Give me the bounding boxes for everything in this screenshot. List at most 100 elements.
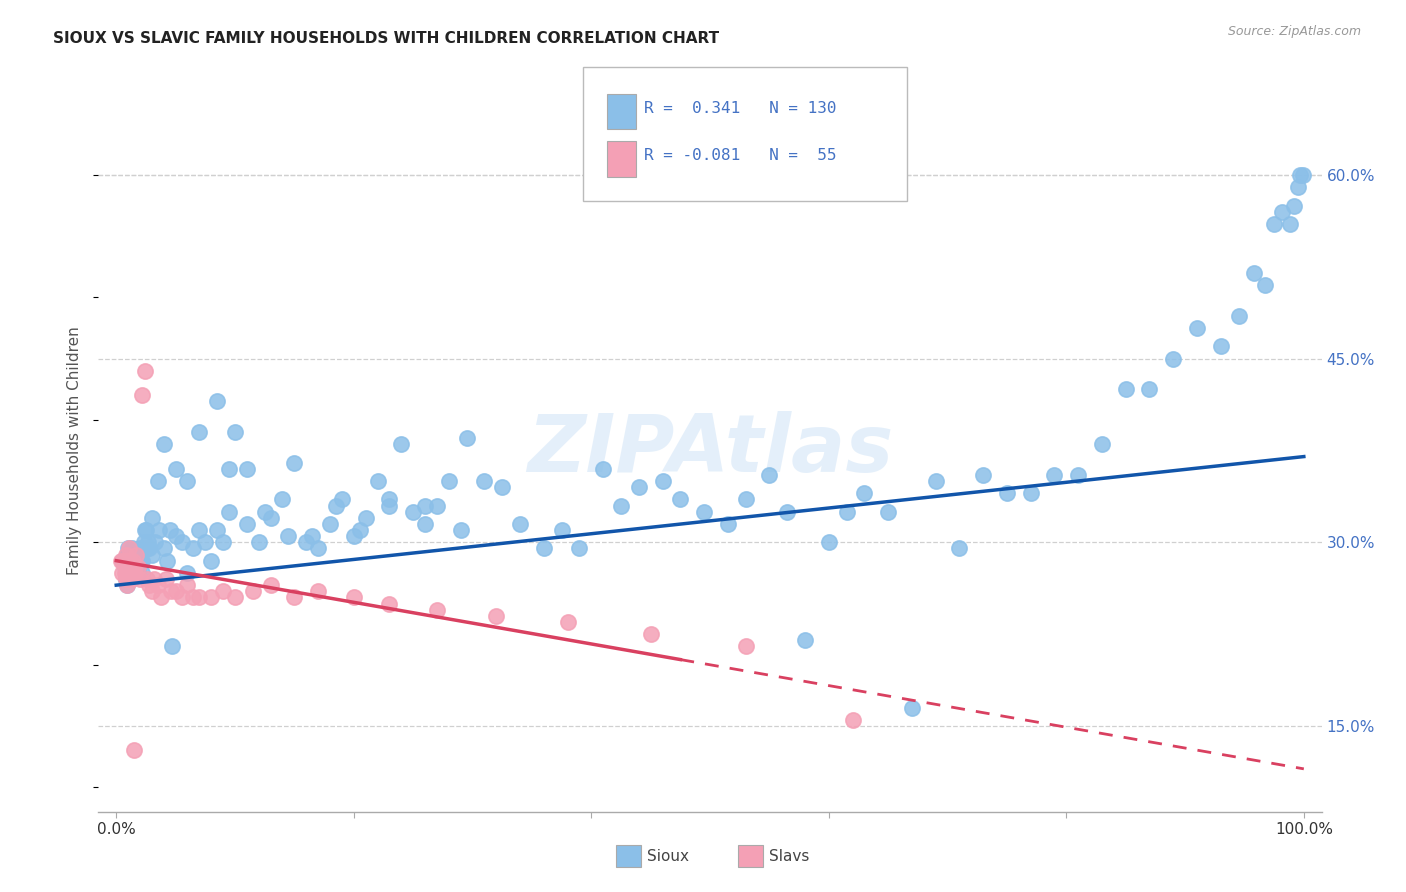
Point bbox=[165, 462, 187, 476]
Point bbox=[188, 523, 211, 537]
Point bbox=[1289, 168, 1312, 182]
Point bbox=[176, 474, 198, 488]
Point bbox=[1278, 217, 1301, 231]
Point bbox=[1271, 204, 1294, 219]
Point bbox=[1291, 168, 1313, 182]
Point bbox=[450, 523, 472, 537]
Point bbox=[121, 559, 143, 574]
Point bbox=[129, 541, 152, 556]
Point bbox=[835, 505, 858, 519]
Point bbox=[817, 535, 839, 549]
Point bbox=[640, 627, 662, 641]
Point bbox=[1286, 180, 1309, 194]
Point bbox=[627, 480, 650, 494]
Point bbox=[165, 584, 187, 599]
Point bbox=[146, 474, 169, 488]
Point bbox=[1139, 382, 1161, 396]
Point bbox=[437, 474, 460, 488]
Point bbox=[212, 584, 235, 599]
Point bbox=[794, 633, 817, 648]
Point bbox=[122, 743, 145, 757]
Point bbox=[734, 492, 756, 507]
Point bbox=[1253, 278, 1275, 293]
Point bbox=[924, 474, 946, 488]
Point bbox=[122, 559, 145, 574]
Point bbox=[176, 578, 198, 592]
Point bbox=[136, 541, 159, 556]
Point bbox=[110, 554, 132, 568]
Point bbox=[112, 554, 135, 568]
Point bbox=[134, 523, 156, 537]
Point bbox=[156, 554, 179, 568]
Point bbox=[124, 559, 146, 574]
Point bbox=[485, 608, 508, 623]
Point bbox=[120, 554, 142, 568]
Point bbox=[120, 559, 142, 574]
Point bbox=[141, 548, 163, 562]
Point bbox=[136, 535, 159, 549]
Point bbox=[877, 505, 900, 519]
Point bbox=[145, 535, 167, 549]
Point bbox=[121, 566, 143, 580]
Point bbox=[121, 572, 143, 586]
Point bbox=[1227, 309, 1250, 323]
Point bbox=[148, 523, 170, 537]
Text: ZIPAtlas: ZIPAtlas bbox=[527, 411, 893, 490]
Point bbox=[354, 511, 377, 525]
Point bbox=[127, 559, 149, 574]
Point bbox=[183, 541, 205, 556]
Point bbox=[170, 535, 193, 549]
Point bbox=[651, 474, 673, 488]
Point bbox=[1115, 382, 1137, 396]
Point bbox=[121, 541, 143, 556]
Point bbox=[205, 394, 228, 409]
Point bbox=[533, 541, 555, 556]
Point bbox=[152, 437, 174, 451]
Point bbox=[124, 566, 146, 580]
Point bbox=[135, 523, 157, 537]
Point bbox=[277, 529, 299, 543]
Point bbox=[841, 713, 863, 727]
Point bbox=[259, 511, 281, 525]
Point bbox=[592, 462, 614, 476]
Point bbox=[118, 566, 141, 580]
Point bbox=[509, 516, 531, 531]
Point bbox=[378, 492, 401, 507]
Point bbox=[948, 541, 970, 556]
Text: Source: ZipAtlas.com: Source: ZipAtlas.com bbox=[1227, 25, 1361, 38]
Point bbox=[138, 541, 160, 556]
Point bbox=[378, 597, 401, 611]
Point bbox=[426, 499, 449, 513]
Point bbox=[111, 566, 134, 580]
Point bbox=[242, 584, 264, 599]
Point bbox=[131, 554, 153, 568]
Point bbox=[132, 535, 155, 549]
Text: R = -0.081   N =  55: R = -0.081 N = 55 bbox=[644, 148, 837, 163]
Point bbox=[115, 548, 138, 562]
Point bbox=[117, 572, 139, 586]
Point bbox=[1185, 321, 1208, 335]
Point bbox=[131, 388, 153, 402]
Point bbox=[117, 554, 139, 568]
Point bbox=[118, 554, 141, 568]
Point bbox=[114, 572, 136, 586]
Point bbox=[247, 535, 270, 549]
Point bbox=[1091, 437, 1114, 451]
Point bbox=[118, 541, 141, 556]
Point bbox=[734, 640, 756, 654]
Point bbox=[152, 541, 174, 556]
Point bbox=[259, 578, 281, 592]
Text: R =  0.341   N = 130: R = 0.341 N = 130 bbox=[644, 101, 837, 116]
Point bbox=[995, 486, 1018, 500]
Point bbox=[1243, 266, 1265, 280]
Point bbox=[224, 425, 246, 439]
Point bbox=[114, 572, 136, 586]
Point bbox=[610, 499, 633, 513]
Point bbox=[307, 584, 329, 599]
Point bbox=[1067, 467, 1090, 482]
Point bbox=[253, 505, 276, 519]
Point bbox=[111, 554, 134, 568]
Point bbox=[972, 467, 994, 482]
Point bbox=[557, 615, 579, 629]
Point bbox=[114, 559, 136, 574]
